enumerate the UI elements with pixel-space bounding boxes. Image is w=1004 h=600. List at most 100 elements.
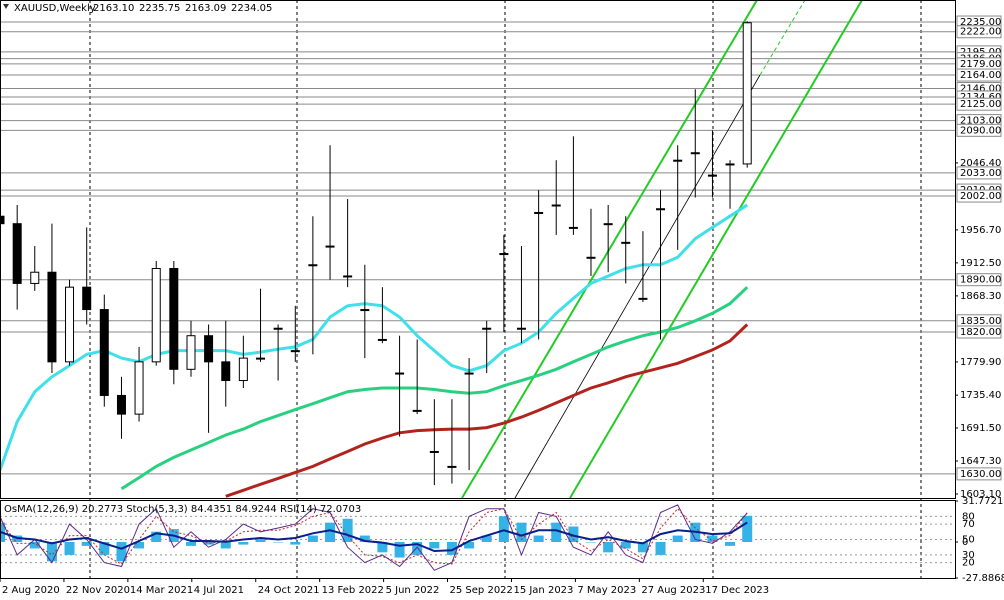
osma-bar bbox=[134, 542, 145, 549]
candle-body bbox=[447, 465, 457, 468]
x-tick-label: 27 Aug 2023 bbox=[641, 585, 705, 596]
candle-body bbox=[169, 267, 179, 370]
candle-body bbox=[360, 309, 370, 312]
osc-tick-label: 80 bbox=[962, 511, 975, 522]
x-tick-label: 2 Aug 2020 bbox=[2, 585, 60, 596]
osma-bar bbox=[342, 518, 353, 543]
osma-bar bbox=[186, 542, 196, 546]
oscillator bbox=[0, 504, 955, 571]
osma-bar bbox=[429, 542, 440, 549]
osma-bar bbox=[498, 516, 509, 543]
candle-body bbox=[151, 267, 161, 363]
osma-bar bbox=[603, 542, 614, 553]
candle-body bbox=[256, 357, 266, 360]
candle-body bbox=[82, 286, 92, 311]
candle-body bbox=[516, 327, 526, 330]
x-tick-label: 4 Jul 2021 bbox=[194, 585, 244, 596]
candle-body bbox=[395, 372, 405, 375]
level-box bbox=[956, 25, 1002, 39]
ohlc-open: 2163.10 bbox=[93, 3, 134, 14]
level-label: 1630.00 bbox=[960, 469, 1001, 480]
candle-body bbox=[534, 211, 544, 214]
osc-tick-label: 20 bbox=[962, 558, 975, 569]
osma-bar bbox=[255, 539, 266, 543]
candle-body bbox=[464, 372, 474, 375]
x-tick-label: 24 Oct 2021 bbox=[258, 585, 320, 596]
candle-body bbox=[65, 286, 75, 363]
y-tick-label: 1691.50 bbox=[960, 423, 1001, 434]
level-label: 1835.00 bbox=[960, 316, 1001, 327]
candle-body bbox=[568, 226, 578, 229]
candle-body bbox=[429, 450, 439, 453]
axes: 2046.40 1956.70 1912.50 1868.30 1779.90 1735.… bbox=[0, 15, 1004, 596]
level-box bbox=[956, 273, 1002, 287]
candle-body bbox=[30, 271, 40, 284]
trend-extension bbox=[759, 0, 806, 76]
candle-body bbox=[134, 361, 144, 415]
candle-body bbox=[586, 256, 596, 259]
x-tick-label: 25 Sep 2022 bbox=[450, 585, 513, 596]
osma-bar bbox=[116, 542, 127, 562]
y-tick-label: 1868.30 bbox=[960, 291, 1001, 302]
level-label: 2235.00 bbox=[960, 17, 1001, 28]
level-box bbox=[956, 97, 1002, 111]
osma-bar bbox=[742, 515, 753, 543]
osma-bar bbox=[655, 542, 666, 555]
level-label: 2134.60 bbox=[960, 92, 1001, 103]
osma-bar bbox=[99, 542, 110, 555]
level-box bbox=[956, 68, 1002, 82]
moving-averages bbox=[0, 203, 749, 498]
y-tick-label: 1647.30 bbox=[960, 456, 1001, 467]
candle-body bbox=[204, 335, 214, 363]
level-box bbox=[956, 325, 1002, 339]
osc-tick-label: 50 bbox=[962, 535, 975, 546]
symbol: XAUUSD,Weekly bbox=[14, 3, 96, 14]
osma-tick-label: 31.7721 bbox=[962, 496, 1003, 507]
x-tick-label: 14 Mar 2021 bbox=[130, 585, 193, 596]
osma-bar bbox=[325, 522, 336, 543]
osma-tick-label: -27.8868 bbox=[962, 573, 1004, 584]
ohlc-close: 2234.05 bbox=[231, 3, 272, 14]
level-box bbox=[956, 166, 1002, 180]
level-label: 2164.00 bbox=[960, 70, 1001, 81]
level-label: 1820.00 bbox=[960, 327, 1001, 338]
moving-average bbox=[120, 286, 749, 491]
x-tick-label: 5 Jun 2022 bbox=[386, 585, 440, 596]
osma-bar bbox=[707, 535, 718, 543]
osma-bar bbox=[620, 542, 631, 549]
levels bbox=[0, 21, 955, 475]
candle-body bbox=[638, 297, 648, 300]
candle-body bbox=[238, 357, 248, 382]
symbol-icon bbox=[3, 4, 9, 9]
candle-body bbox=[690, 152, 700, 155]
level-label: 2033.00 bbox=[960, 168, 1001, 179]
channel-line bbox=[461, 0, 758, 499]
candle-body bbox=[482, 327, 492, 330]
moving-average bbox=[0, 203, 749, 471]
candle-body bbox=[707, 174, 717, 177]
candle-body bbox=[47, 271, 57, 363]
osma-bar bbox=[64, 542, 75, 555]
trend-line bbox=[514, 74, 761, 499]
indicator-title: OsMA(12,26,9) 20.2773 Stoch(5,3,3) 84.43… bbox=[4, 504, 361, 515]
candle-body bbox=[742, 22, 752, 165]
osc-tick-label: 70 bbox=[962, 519, 975, 530]
level-label: 2125.00 bbox=[960, 99, 1001, 110]
candle-body bbox=[99, 309, 109, 396]
osma-tick-label: 0 bbox=[962, 537, 968, 548]
osma-bar bbox=[516, 522, 527, 543]
level-box bbox=[956, 467, 1002, 481]
osma-bar bbox=[394, 542, 405, 558]
osma-bar bbox=[359, 535, 370, 543]
osma-bar bbox=[568, 526, 579, 543]
candle-body bbox=[308, 264, 318, 267]
osma-bar bbox=[551, 522, 562, 543]
osma-bar bbox=[533, 535, 544, 543]
osma-bar bbox=[238, 542, 249, 545]
y-tick-label: 1735.40 bbox=[960, 390, 1001, 401]
price-frame bbox=[0, 0, 956, 499]
candle-body bbox=[621, 241, 631, 244]
moving-average bbox=[225, 323, 749, 498]
candle-body bbox=[343, 275, 353, 278]
level-box bbox=[956, 189, 1002, 203]
